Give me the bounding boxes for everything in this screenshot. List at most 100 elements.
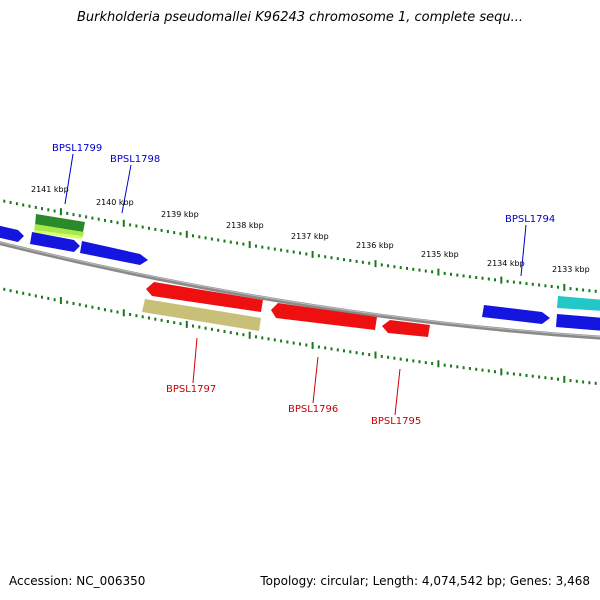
ruler-outer-tick: [475, 276, 478, 279]
ruler-outer-tick: [129, 223, 132, 227]
ruler-inner-tick: [173, 321, 176, 325]
ruler-inner-tick: [519, 373, 522, 377]
ruler-inner-tick: [393, 356, 396, 360]
ruler-inner-tick: [85, 304, 88, 308]
ruler-inner-tick: [236, 332, 239, 336]
gene-arrow-bpsl1797-b[interactable]: [142, 299, 261, 331]
topology-summary: Topology: circular; Length: 4,074,542 bp…: [260, 574, 590, 588]
ruler-outer-tick: [185, 230, 188, 238]
ruler-tick-label: 2138 kbp: [226, 221, 264, 230]
map-title: Burkholderia pseudomallei K96243 chromos…: [76, 10, 524, 25]
gene-arrow-fwd-2[interactable]: [557, 296, 600, 311]
ruler-outer-tick: [443, 271, 446, 275]
ruler-outer-tick: [588, 289, 591, 293]
ruler-outer-tick: [53, 209, 56, 213]
ruler-outer-tick: [481, 276, 484, 280]
ruler-outer-tick: [305, 252, 308, 256]
gene-label-bpsl1795[interactable]: BPSL1795: [371, 416, 421, 427]
ruler-outer-tick: [198, 235, 201, 239]
ruler-inner-tick: [110, 309, 113, 313]
ruler-inner-tick: [217, 328, 220, 332]
ruler-inner-tick: [122, 309, 125, 317]
ruler-outer-tick: [538, 283, 541, 287]
ruler-inner-tick: [15, 290, 18, 294]
gene-label-bpsl1797[interactable]: BPSL1797: [166, 384, 216, 395]
gene-arrow-bpsl1797[interactable]: [146, 282, 263, 312]
ruler-inner-tick: [399, 357, 402, 361]
ruler-inner-tick: [185, 320, 188, 328]
ruler-outer-tick: [525, 282, 528, 286]
gene-label-bpsl1798[interactable]: BPSL1798: [110, 154, 160, 165]
ruler-outer-tick: [236, 241, 239, 245]
ruler-inner-tick: [229, 331, 232, 335]
ruler-outer-tick: [280, 248, 283, 252]
ruler-outer-tick: [380, 263, 383, 267]
ruler-outer-tick: [500, 276, 503, 284]
ruler-outer-tick: [229, 240, 232, 244]
ruler-inner-tick: [500, 368, 503, 376]
gene-arrow-bpsl1796[interactable]: [271, 303, 377, 330]
ruler-outer-tick: [506, 279, 509, 283]
ruler-outer-tick: [368, 261, 371, 265]
ruler-outer-tick: [299, 251, 301, 255]
gene-arrow-bpsl1795[interactable]: [382, 320, 430, 337]
ruler-inner-tick: [450, 364, 452, 368]
ruler-inner-tick: [412, 359, 415, 363]
ruler-outer-tick: [582, 288, 585, 292]
ruler-inner-tick: [210, 327, 213, 331]
gene-label-bpsl1796[interactable]: BPSL1796: [288, 404, 338, 415]
gene-arrow-bpsl1798[interactable]: [30, 232, 80, 252]
ruler-inner-tick: [41, 295, 43, 299]
gene-arrow-fwd-3[interactable]: [556, 314, 600, 331]
ruler-outer-tick: [286, 249, 289, 253]
ruler-outer-tick: [72, 213, 75, 217]
ruler-outer-tick: [550, 285, 553, 288]
ruler-outer-tick: [22, 203, 25, 207]
ruler-outer-tick: [15, 202, 18, 206]
ruler-inner-tick: [481, 368, 484, 372]
ruler-inner-tick: [311, 342, 314, 349]
ruler-outer-tick: [173, 231, 176, 235]
accession-text: Accession: NC_006350: [9, 574, 146, 588]
ruler-outer-tick: [324, 255, 327, 259]
gene-arrow-bpsl1799-c[interactable]: [34, 230, 82, 239]
gene-label-bpsl1799[interactable]: BPSL1799: [52, 143, 102, 154]
ruler-inner-tick: [160, 318, 163, 322]
ruler-inner-tick: [47, 296, 50, 300]
ruler-inner-tick: [192, 324, 194, 328]
gene-arrow-bpsl1799-b[interactable]: [34, 224, 84, 238]
ruler-outer-tick: [104, 218, 106, 222]
ruler-outer-tick: [267, 246, 270, 250]
ruler-inner-tick: [349, 350, 352, 354]
ruler-inner-tick: [588, 381, 591, 385]
ruler-inner-tick: [506, 371, 509, 375]
ruler-tick-label: 2135 kbp: [421, 250, 459, 259]
ruler-inner-tick: [563, 375, 566, 383]
ruler-outer-tick: [412, 267, 415, 271]
ruler-inner-tick: [355, 351, 358, 355]
ruler-inner-tick: [324, 346, 327, 350]
ruler-outer-tick: [374, 260, 377, 268]
gene-arrow-fwd-0[interactable]: [0, 225, 24, 242]
ruler-inner-tick: [575, 379, 578, 383]
ruler-tick-label: 2136 kbp: [356, 241, 394, 250]
ruler-outer-tick: [336, 257, 339, 261]
gene-arrow-fwd-1798b[interactable]: [80, 241, 148, 265]
ruler-outer-tick: [563, 283, 566, 291]
ruler-inner-tick: [594, 381, 597, 385]
ruler-inner-tick: [380, 354, 383, 358]
ruler-outer-tick: [217, 238, 220, 242]
gene-label-bpsl1794[interactable]: BPSL1794: [505, 214, 555, 225]
ruler-inner-tick: [343, 349, 345, 353]
ruler-outer-tick: [210, 237, 213, 241]
ruler-outer-tick: [468, 275, 471, 279]
ruler-outer-tick: [9, 201, 12, 204]
ruler-inner-tick: [286, 340, 289, 344]
ruler-outer-tick: [192, 234, 194, 238]
ruler-inner-tick: [34, 294, 37, 298]
ruler-inner-tick: [204, 326, 207, 330]
ruler-inner-tick: [59, 297, 62, 304]
ruler-outer-tick: [242, 242, 245, 246]
gene-arrow-bpsl1794[interactable]: [482, 305, 550, 324]
